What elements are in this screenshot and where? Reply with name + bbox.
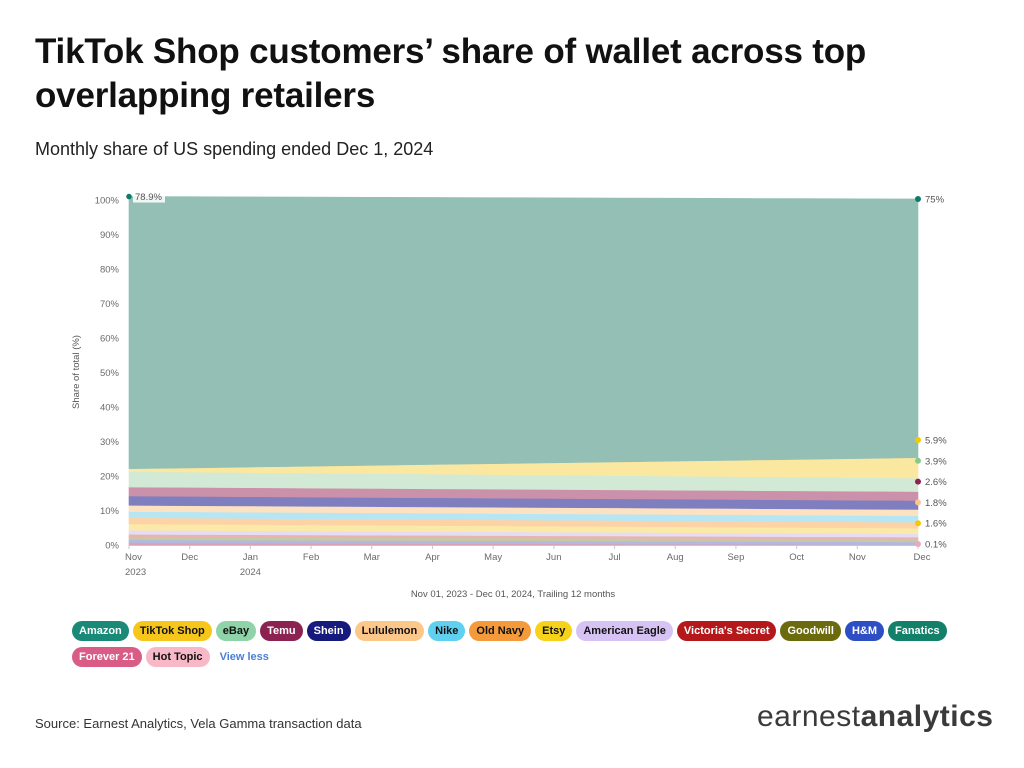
x-tick-label: Sep bbox=[727, 552, 744, 563]
end-dot-amazon bbox=[915, 195, 921, 202]
y-tick-label: 20% bbox=[100, 472, 120, 483]
x-tick-label: May bbox=[484, 552, 502, 563]
legend-chip-ebay[interactable]: eBay bbox=[215, 621, 257, 641]
end-value-label-temu: 2.6% bbox=[925, 477, 947, 488]
y-tick-label: 0% bbox=[105, 541, 119, 552]
x-tick-label: Nov bbox=[849, 552, 866, 563]
legend-chip-h-m[interactable]: H&M bbox=[844, 621, 884, 641]
start-dot-amazon bbox=[126, 193, 132, 200]
legend-chip-goodwill[interactable]: Goodwill bbox=[780, 621, 841, 641]
legend-chip-forever-21[interactable]: Forever 21 bbox=[72, 647, 142, 667]
x-axis-caption: Nov 01, 2023 - Dec 01, 2024, Trailing 12… bbox=[411, 589, 616, 600]
x-tick-label: Aug bbox=[667, 552, 684, 563]
legend-chip-temu[interactable]: Temu bbox=[260, 621, 303, 641]
legend-chip-etsy[interactable]: Etsy bbox=[535, 621, 573, 641]
y-tick-label: 10% bbox=[100, 506, 120, 517]
legend-chip-fanatics[interactable]: Fanatics bbox=[888, 621, 947, 641]
earnest-analytics-logo: earnestanalytics bbox=[757, 700, 994, 734]
x-tick-label: Mar bbox=[364, 552, 380, 563]
x-tick-label: Dec bbox=[914, 552, 931, 563]
end-value-label-lululemon: 1.8% bbox=[925, 498, 947, 509]
y-axis-label: Share of total (%) bbox=[71, 335, 82, 409]
legend-chip-tiktok-shop[interactable]: TikTok Shop bbox=[132, 621, 212, 641]
legend-chip-victoria-s-secret[interactable]: Victoria's Secret bbox=[676, 621, 777, 641]
end-dot-tiktok-shop bbox=[915, 437, 921, 444]
x-tick-label: Jun bbox=[546, 552, 561, 563]
y-tick-label: 40% bbox=[100, 403, 120, 414]
legend-chip-hot-topic[interactable]: Hot Topic bbox=[145, 647, 210, 667]
start-label-bg bbox=[133, 190, 165, 203]
legend-chip-shein[interactable]: Shein bbox=[306, 621, 351, 641]
chart-title: TikTok Shop customers’ share of wallet a… bbox=[35, 32, 867, 115]
x-tick-year-label: 2023 bbox=[125, 567, 146, 578]
x-tick-year-label: 2024 bbox=[240, 567, 261, 578]
area-layers bbox=[128, 196, 919, 546]
x-axis: Nov 2023 Dec Jan 2024 Feb Mar Apr May Jun Jul Aug Se… bbox=[125, 545, 931, 578]
source-note: Source: Earnest Analytics, Vela Gamma tr… bbox=[35, 716, 362, 731]
logo-part-2: analytics bbox=[860, 700, 994, 733]
legend-chip-lululemon[interactable]: Lululemon bbox=[354, 621, 425, 641]
y-tick-label: 70% bbox=[100, 299, 120, 310]
logo-part-1: earnest bbox=[757, 700, 861, 733]
x-tick-label: Apr bbox=[425, 552, 440, 563]
end-dot-forever-21 bbox=[915, 541, 921, 547]
x-tick-label: Jan bbox=[243, 552, 258, 563]
legend: Amazon TikTok Shop eBay Temu Shein Lululemon N… bbox=[72, 621, 947, 673]
end-dot-etsy bbox=[915, 520, 921, 527]
chart-subtitle: Monthly share of US spending ended Dec 1… bbox=[35, 139, 434, 159]
area-amazon bbox=[128, 196, 919, 470]
legend-row: Forever 21 Hot Topic View less bbox=[72, 647, 932, 667]
end-dot-ebay bbox=[915, 457, 921, 464]
legend-chip-amazon[interactable]: Amazon bbox=[72, 621, 129, 641]
x-tick-label: Oct bbox=[789, 552, 804, 563]
y-tick-label: 90% bbox=[100, 230, 120, 241]
end-value-label-etsy: 1.6% bbox=[925, 519, 947, 530]
stacked-area-chart: 0% 10% 20% 30% 40% 50% 60% 70% 80% 90% 100% Nov 202… bbox=[71, 190, 947, 600]
legend-chip-old-navy[interactable]: Old Navy bbox=[469, 621, 532, 641]
view-less-link[interactable]: View less bbox=[219, 651, 269, 663]
legend-chip-nike[interactable]: Nike bbox=[428, 621, 466, 641]
end-value-label-tiktok-shop: 5.9% bbox=[925, 436, 947, 447]
start-value-label: 78.9% bbox=[135, 192, 162, 203]
end-dot-lululemon bbox=[915, 499, 921, 506]
end-value-label-forever-21: 0.1% bbox=[925, 540, 947, 551]
value-labels: 78.9% 75% 5.9% 3.9% 2.6% 1.8% 1.6% 0.1% bbox=[126, 190, 947, 551]
end-dot-temu bbox=[915, 478, 921, 485]
legend-chip-american-eagle[interactable]: American Eagle bbox=[576, 621, 673, 641]
y-tick-label: 80% bbox=[100, 265, 120, 276]
x-tick-label: Nov bbox=[125, 552, 142, 563]
end-value-label-ebay: 3.9% bbox=[925, 456, 947, 467]
y-tick-label: 50% bbox=[100, 368, 120, 379]
x-tick-label: Jul bbox=[608, 552, 620, 563]
y-axis: 0% 10% 20% 30% 40% 50% 60% 70% 80% 90% 100% bbox=[95, 196, 120, 552]
y-tick-label: 30% bbox=[100, 437, 120, 448]
end-value-label-amazon: 75% bbox=[925, 194, 945, 205]
legend-row: Amazon TikTok Shop eBay Temu Shein Lululemon N… bbox=[72, 621, 947, 641]
x-tick-label: Dec bbox=[181, 552, 198, 563]
x-tick-label: Feb bbox=[303, 552, 319, 563]
y-tick-label: 60% bbox=[100, 334, 120, 345]
y-tick-label: 100% bbox=[95, 196, 120, 207]
